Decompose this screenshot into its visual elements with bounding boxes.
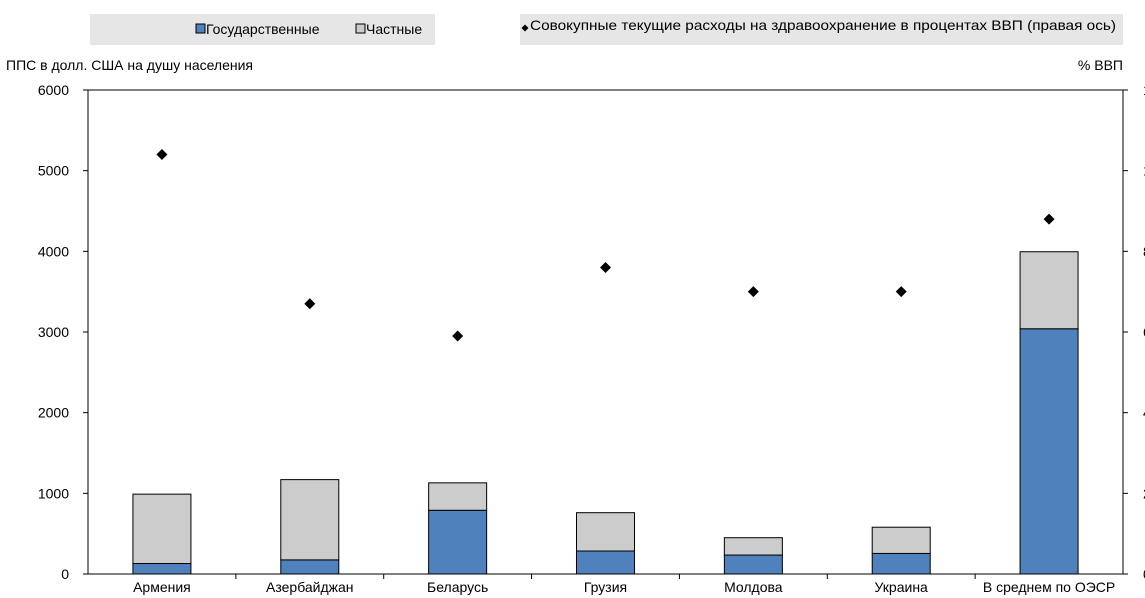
marker-diamond bbox=[156, 149, 168, 161]
x-tick-label: Молдова bbox=[724, 579, 783, 595]
legend-label-public: Государственные bbox=[206, 21, 320, 37]
x-tick-label: Грузия bbox=[584, 579, 627, 595]
legend-background bbox=[90, 14, 435, 45]
marker-diamond bbox=[1043, 213, 1055, 225]
legend-label-private: Частные bbox=[366, 21, 422, 37]
bar-private bbox=[871, 526, 931, 554]
x-tick-label: Азербайджан bbox=[266, 579, 354, 595]
bars bbox=[132, 251, 1079, 575]
x-tick-label: В среднем по ОЭСР bbox=[983, 579, 1115, 595]
y-tick-label: 3000 bbox=[38, 324, 69, 340]
bar-public bbox=[428, 509, 488, 575]
bar-public bbox=[132, 563, 192, 575]
marker-diamond bbox=[747, 286, 759, 298]
legend-label-gdp-share: Совокупные текущие расходы на здравоохра… bbox=[530, 17, 1116, 33]
x-axis: Армения Азербайджан Беларусь Грузия Молдова У… bbox=[133, 574, 1115, 595]
y-tick-label: 5000 bbox=[38, 163, 69, 179]
y2-tick-label: 6% bbox=[1143, 324, 1145, 340]
y-tick-label: 4000 bbox=[38, 243, 69, 259]
bar-public bbox=[576, 550, 635, 575]
y2-axis: 0% 2% 4% 6% 8% 10% 12% bbox=[1123, 82, 1145, 582]
bar-public bbox=[723, 554, 783, 575]
marker-diamond bbox=[895, 286, 907, 298]
x-tick-label: Беларусь bbox=[427, 579, 488, 595]
bar-public bbox=[871, 552, 931, 575]
bar-public bbox=[280, 559, 340, 575]
marker-diamond bbox=[600, 261, 611, 273]
y2-tick-label: 2% bbox=[1143, 485, 1145, 501]
markers bbox=[156, 149, 1055, 342]
y2-tick-label: 4% bbox=[1143, 405, 1145, 421]
plot-area bbox=[87, 89, 1124, 575]
y2-axis-title: % ВВП bbox=[1078, 57, 1123, 73]
y-axis: 0 1000 2000 3000 4000 5000 6000 bbox=[38, 82, 88, 582]
y-tick-label: 6000 bbox=[38, 82, 69, 98]
legend-background-scatter bbox=[520, 14, 1123, 45]
y2-tick-label: 8% bbox=[1143, 243, 1145, 259]
bar-private bbox=[576, 512, 635, 552]
bar-private bbox=[280, 479, 340, 561]
legend-swatch-private bbox=[355, 23, 366, 34]
legend-marker-diamond bbox=[521, 24, 529, 32]
bar-private bbox=[132, 493, 192, 565]
bar-private bbox=[1019, 251, 1079, 330]
y-tick-label: 1000 bbox=[38, 485, 69, 501]
y2-tick-label: 12% bbox=[1143, 82, 1145, 98]
y-tick-label: 2000 bbox=[38, 405, 69, 421]
y2-tick-label: 10% bbox=[1143, 163, 1145, 179]
legend-swatch-public bbox=[195, 23, 206, 34]
y2-tick-label: 0% bbox=[1143, 566, 1145, 582]
bar-public bbox=[1019, 328, 1079, 575]
marker-diamond bbox=[304, 298, 316, 310]
bar-private bbox=[723, 537, 783, 556]
y-axis-title: ППС в долл. США на душу населения bbox=[6, 57, 253, 73]
y-tick-label: 0 bbox=[61, 566, 69, 582]
x-tick-label: Армения bbox=[133, 579, 191, 595]
x-tick-label: Украина bbox=[875, 579, 929, 595]
legend: Государственные Частные Совокупные текущие… bbox=[195, 17, 1116, 37]
marker-diamond bbox=[452, 330, 464, 342]
bar-private bbox=[428, 482, 488, 511]
